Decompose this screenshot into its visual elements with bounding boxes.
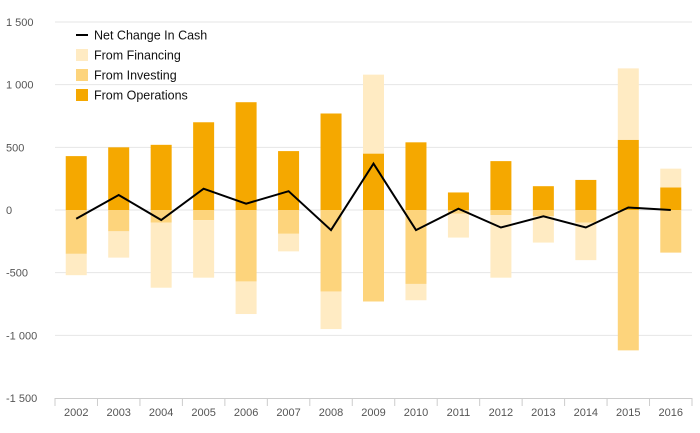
bar-from-investing-2002 [65, 210, 87, 254]
x-tick-label: 2006 [234, 407, 258, 419]
legend: Net Change In Cash From Financing From Inv… [76, 29, 207, 103]
bar-from-financing-2007 [278, 233, 300, 252]
bar-from-investing-2004 [150, 210, 172, 223]
bar-from-investing-2006 [235, 210, 257, 282]
bar-from-operations-2014 [575, 179, 597, 210]
bar-from-investing-2014 [575, 210, 597, 223]
bar-from-financing-2015 [617, 68, 639, 140]
legend-label: From Financing [94, 49, 181, 63]
bar-from-investing-2009 [363, 210, 384, 302]
bar-from-financing-2004 [150, 222, 172, 288]
bar-from-investing-2003 [108, 210, 130, 232]
bar-from-investing-2013 [532, 210, 554, 217]
x-tick-label: 2007 [276, 407, 300, 419]
bar-from-operations-2012 [490, 161, 512, 210]
x-tick-label: 2011 [447, 407, 471, 419]
legend-swatch [76, 49, 88, 61]
bar-from-operations-2015 [617, 139, 639, 210]
legend-label: From Operations [94, 89, 188, 103]
x-tick-label: 2002 [64, 407, 88, 419]
bar-from-operations-2013 [532, 186, 554, 210]
x-tick-label: 2014 [574, 407, 598, 419]
bar-from-operations-2008 [320, 113, 342, 210]
y-axis-tick-labels: 1 500 1 000 500 0 -500 -1 000 -1 500 [6, 17, 37, 405]
bar-from-financing-2010 [405, 283, 427, 301]
bar-from-financing-2014 [575, 222, 597, 261]
x-tick-label: 2010 [404, 407, 428, 419]
bars [65, 68, 682, 351]
net-change-line [75, 161, 671, 232]
bar-from-operations-2016 [660, 187, 682, 210]
bar-from-investing-2008 [320, 210, 342, 292]
bar-from-financing-2011 [447, 213, 469, 238]
bar-from-investing-2007 [278, 210, 300, 234]
bar-from-operations-2004 [150, 144, 172, 210]
bar-from-financing-2012 [490, 215, 512, 278]
x-tick-label: 2012 [489, 407, 513, 419]
x-tick-label: 2008 [319, 407, 343, 419]
y-tick-label: 500 [6, 142, 24, 154]
bar-from-financing-2005 [193, 220, 215, 278]
y-tick-label: -500 [6, 268, 28, 280]
bar-from-operations-2002 [65, 156, 87, 210]
x-axis: 2002 2003 2004 2005 2006 2007 2008 2009 2010 2011… [54, 398, 693, 419]
y-tick-label: 1 000 [6, 80, 34, 92]
x-tick-label: 2004 [149, 407, 173, 419]
bar-from-investing-2005 [193, 210, 215, 221]
bar-from-investing-2015 [617, 210, 639, 351]
legend-label: Net Change In Cash [94, 29, 207, 43]
bar-from-financing-2003 [108, 231, 130, 258]
bar-from-operations-2005 [193, 122, 215, 210]
bar-from-investing-2010 [405, 210, 427, 284]
bar-from-financing-2013 [532, 216, 554, 243]
bar-from-financing-2006 [235, 281, 257, 315]
x-tick-label: 2003 [106, 407, 130, 419]
bar-from-financing-2009 [363, 74, 384, 154]
x-tick-label: 2016 [659, 407, 683, 419]
x-tick-label: 2009 [361, 407, 385, 419]
bar-from-operations-2003 [108, 147, 130, 210]
bar-from-operations-2007 [278, 151, 300, 210]
y-tick-label: -1 500 [6, 393, 37, 405]
bar-from-investing-2012 [490, 210, 512, 216]
bar-from-financing-2016 [660, 168, 682, 188]
y-tick-label: 1 500 [6, 17, 34, 29]
legend-swatch [76, 89, 88, 101]
x-tick-label: 2015 [616, 407, 640, 419]
bar-from-operations-2009 [363, 153, 384, 210]
bar-from-investing-2011 [447, 210, 469, 214]
bar-from-operations-2006 [235, 102, 257, 210]
bar-from-financing-2008 [320, 291, 342, 330]
y-tick-label: -1 000 [6, 330, 37, 342]
net-change-line-layer [75, 161, 671, 232]
bar-from-operations-2011 [447, 192, 469, 210]
legend-label: From Investing [94, 69, 177, 83]
y-tick-label: 0 [6, 205, 12, 217]
legend-swatch [76, 69, 88, 81]
bar-from-investing-2016 [660, 210, 682, 253]
bar-from-operations-2010 [405, 142, 427, 210]
x-tick-label: 2005 [191, 407, 215, 419]
bar-from-financing-2002 [65, 253, 87, 276]
x-tick-label: 2013 [531, 407, 555, 419]
